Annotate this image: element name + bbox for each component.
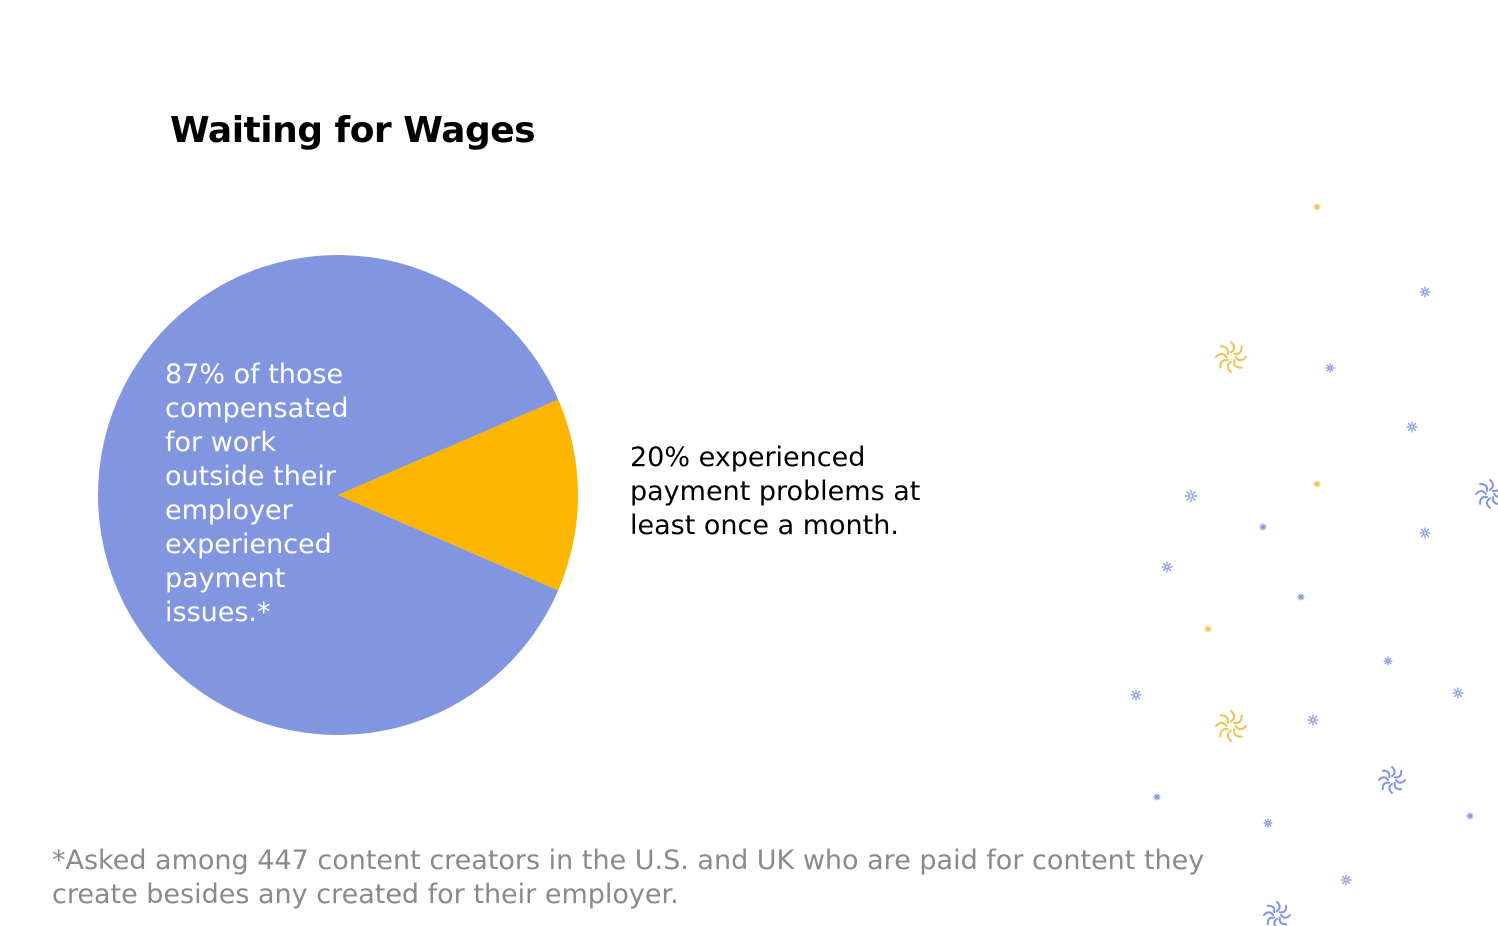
slice-label-payment-issues: 87% of those compensated for work outsid… xyxy=(165,359,349,628)
slice-label-monthly-problems: 20% experienced payment problems at leas… xyxy=(630,442,921,541)
pie-slice-monthly-problems xyxy=(338,399,578,591)
pie-slice-payment-issues xyxy=(98,254,559,736)
chart-title: Waiting for Wages xyxy=(170,110,536,151)
footnote: *Asked among 447 content creators in the… xyxy=(52,845,1205,910)
